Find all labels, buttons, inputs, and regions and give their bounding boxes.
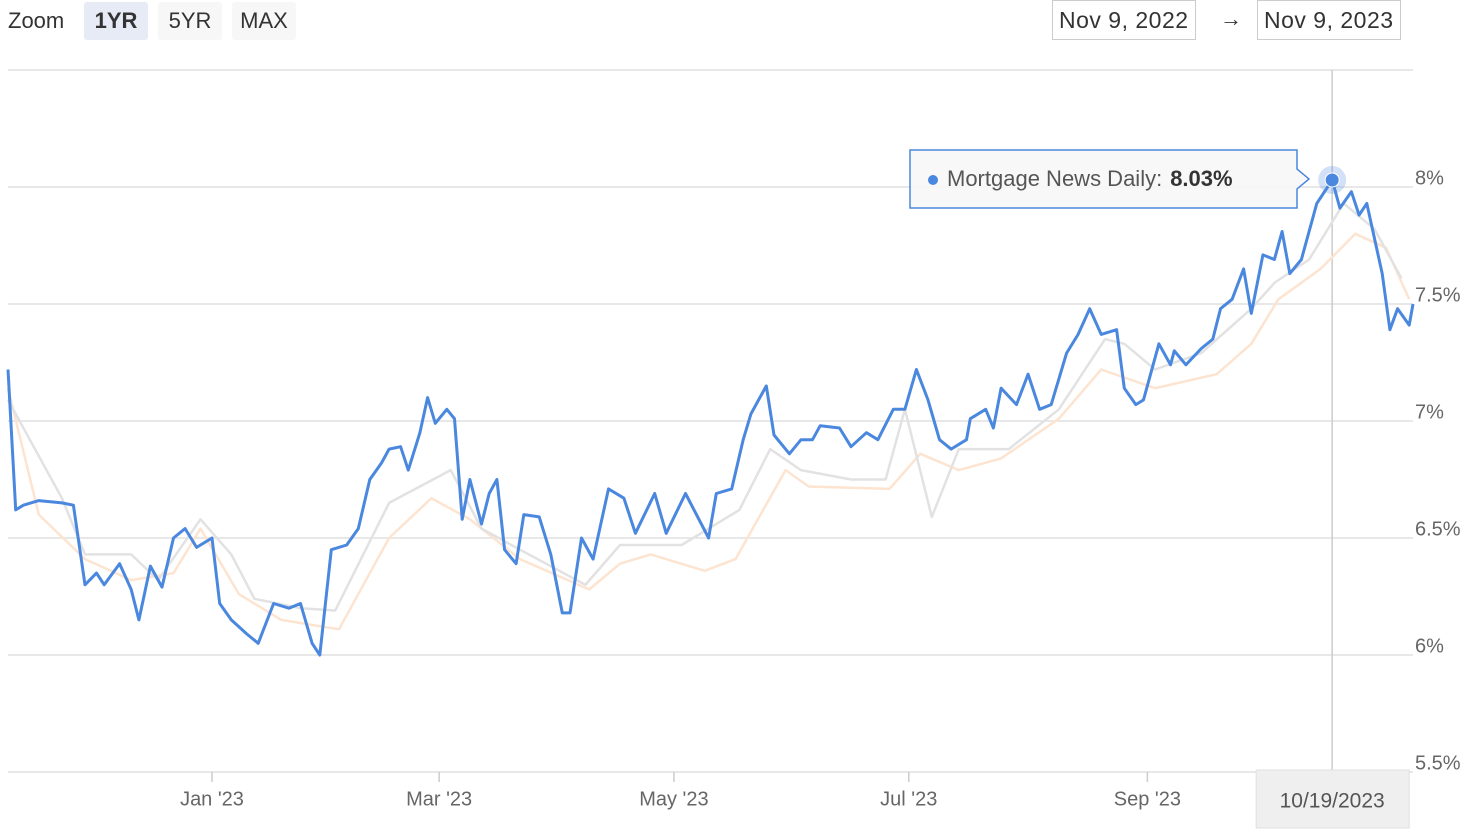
- x-tick-label: May '23: [639, 788, 708, 810]
- series-line: [6, 178, 1415, 657]
- tooltip: Mortgage News Daily: 8.03%: [909, 149, 1311, 209]
- range-arrow: →: [1220, 6, 1242, 31]
- hover-marker: [1324, 172, 1340, 188]
- zoom-button[interactable]: MAX: [232, 2, 296, 40]
- y-tick-label: 7%: [1415, 401, 1444, 423]
- date-from[interactable]: Nov 9, 2022: [1052, 0, 1196, 40]
- tooltip-value: 8.03%: [1170, 166, 1232, 191]
- date-to[interactable]: Nov 9, 2023: [1257, 0, 1401, 40]
- tooltip-text: Mortgage News Daily: 8.03%: [947, 166, 1233, 191]
- tooltip-dot: [928, 174, 938, 185]
- zoom-button[interactable]: 5YR: [158, 2, 222, 40]
- x-hover-label: 10/19/2023: [1280, 790, 1385, 813]
- y-tick-label: 8%: [1415, 167, 1444, 189]
- series-line: [6, 232, 1411, 631]
- x-tick-label: Mar '23: [406, 788, 472, 810]
- tooltip-label: Mortgage News Daily:: [947, 166, 1162, 191]
- zoom-button[interactable]: 1YR: [84, 2, 148, 40]
- x-tick-label: Jan '23: [180, 788, 244, 810]
- x-hover-box: [1255, 769, 1410, 829]
- y-tick-label: 5.5%: [1415, 752, 1461, 774]
- series-line: [6, 202, 1403, 612]
- x-tick-label: Sep '23: [1114, 788, 1181, 810]
- zoom-label: Zoom: [8, 8, 65, 33]
- y-tick-label: 6.5%: [1415, 518, 1461, 540]
- y-tick-label: 7.5%: [1415, 284, 1461, 306]
- y-tick-label: 6%: [1415, 635, 1444, 657]
- tooltip-box: [909, 149, 1311, 209]
- x-tick-label: Jul '23: [880, 788, 937, 810]
